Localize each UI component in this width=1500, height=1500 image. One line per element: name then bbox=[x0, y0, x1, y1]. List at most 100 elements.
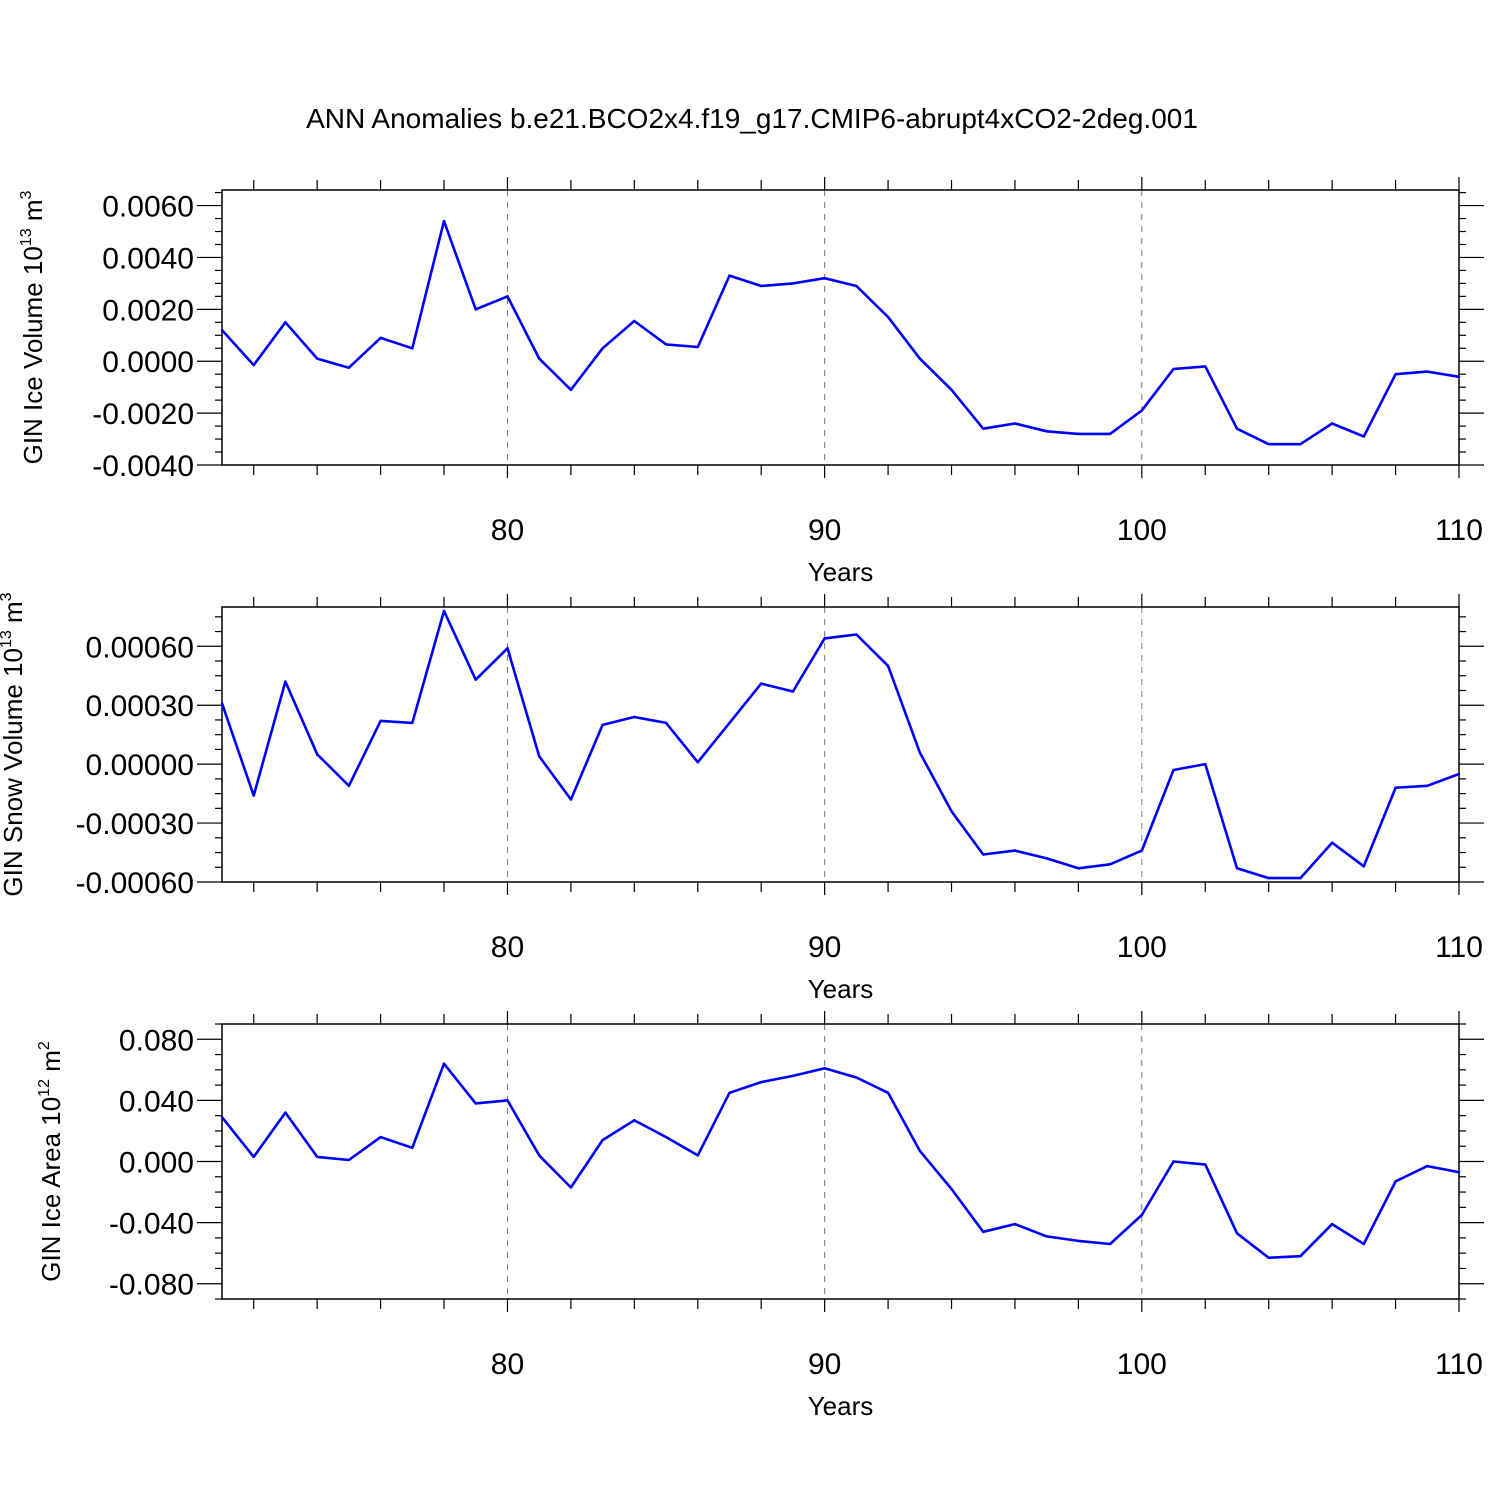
data-point bbox=[1394, 1180, 1397, 1183]
data-point bbox=[664, 721, 668, 725]
x-tick-label: 80 bbox=[491, 1348, 524, 1381]
data-point bbox=[284, 680, 287, 683]
data-point bbox=[696, 760, 699, 764]
data-point bbox=[220, 1115, 224, 1119]
data-point bbox=[855, 633, 858, 636]
y-tick-label: 0.0040 bbox=[102, 242, 194, 275]
data-point bbox=[760, 1080, 763, 1084]
x-tick-label: 110 bbox=[1435, 514, 1483, 547]
data-point bbox=[506, 1099, 509, 1102]
data-point bbox=[950, 1187, 953, 1191]
data-point bbox=[1267, 876, 1270, 880]
data-point bbox=[760, 284, 763, 288]
data-point bbox=[474, 678, 477, 681]
y-tick-label: 0.000 bbox=[119, 1147, 194, 1180]
data-point bbox=[1267, 1256, 1270, 1259]
data-point bbox=[537, 357, 541, 360]
data-point bbox=[379, 719, 382, 723]
x-tick-label: 110 bbox=[1435, 1348, 1483, 1381]
data-point bbox=[1426, 784, 1429, 787]
data-point bbox=[252, 1155, 255, 1159]
figure-title: ANN Anomalies b.e21.BCO2x4.f19_g17.CMIP6… bbox=[306, 103, 1198, 134]
data-point bbox=[1426, 1164, 1429, 1168]
y-tick-label: -0.00060 bbox=[76, 867, 194, 900]
data-point bbox=[1457, 772, 1461, 776]
data-point bbox=[791, 282, 795, 285]
data-point bbox=[886, 1091, 890, 1094]
panel-ice-area: 80 90 100 110 -0.080 -0.040 0.000 0.040 0.080 Yea… bbox=[36, 1011, 1484, 1421]
data-point bbox=[1235, 1232, 1239, 1235]
series-line bbox=[220, 1062, 1460, 1260]
data-point bbox=[569, 1186, 573, 1189]
x-tick-label: 80 bbox=[491, 931, 524, 964]
data-point bbox=[474, 1102, 477, 1105]
data-point bbox=[1362, 435, 1366, 438]
data-point bbox=[506, 647, 509, 650]
x-tick-label: 90 bbox=[808, 514, 841, 547]
data-point bbox=[1172, 768, 1175, 772]
data-point bbox=[982, 1230, 985, 1233]
y-tick-label: -0.0020 bbox=[92, 398, 194, 431]
data-point bbox=[1457, 375, 1461, 378]
data-point bbox=[1045, 1235, 1048, 1238]
y-tick-label: -0.040 bbox=[109, 1208, 194, 1241]
data-point bbox=[823, 277, 826, 280]
data-point bbox=[950, 810, 953, 813]
data-point bbox=[379, 336, 382, 340]
data-point bbox=[1140, 1213, 1144, 1217]
data-point bbox=[1140, 849, 1144, 852]
data-point bbox=[1013, 849, 1017, 852]
data-point bbox=[220, 702, 224, 705]
data-point bbox=[1108, 863, 1112, 866]
data-point bbox=[1362, 1242, 1366, 1246]
data-point bbox=[220, 328, 224, 332]
y-tick-label: 0.040 bbox=[119, 1085, 194, 1118]
data-point bbox=[855, 284, 858, 288]
y-tick-label: 0.0000 bbox=[102, 346, 194, 379]
data-point bbox=[1457, 1170, 1461, 1174]
data-point bbox=[633, 1119, 636, 1122]
y-tick-label: 0.0060 bbox=[102, 191, 194, 224]
data-point bbox=[760, 682, 763, 685]
data-point bbox=[601, 723, 604, 727]
data-point bbox=[791, 1074, 795, 1078]
data-point bbox=[1204, 762, 1207, 766]
y-axis-label: GIN Ice Volume 1013 m3 bbox=[18, 190, 48, 464]
data-point bbox=[1140, 409, 1144, 412]
data-point bbox=[918, 1149, 921, 1153]
panel-ice-volume: 80 90 100 110 -0.0040 -0.0020 0.0000 0.0020 0.00… bbox=[18, 177, 1484, 587]
data-point bbox=[696, 1154, 699, 1157]
data-point bbox=[728, 1091, 731, 1094]
data-point bbox=[347, 1158, 351, 1162]
y-tick-label: -0.0040 bbox=[92, 450, 194, 483]
data-point bbox=[284, 321, 287, 324]
data-point bbox=[918, 751, 921, 754]
y-tick-label: 0.0020 bbox=[102, 294, 194, 327]
data-point bbox=[315, 1155, 319, 1159]
data-point bbox=[1108, 1242, 1112, 1246]
data-point bbox=[1077, 867, 1080, 870]
x-tick-label: 100 bbox=[1117, 514, 1167, 547]
data-point bbox=[442, 219, 446, 223]
plot-frame bbox=[221, 606, 1460, 883]
panel-snow-volume: 80 90 100 110 -0.00060 -0.00030 0.00000 0.00030… bbox=[0, 592, 1484, 1004]
data-point bbox=[791, 690, 795, 693]
data-point bbox=[442, 609, 446, 613]
data-point bbox=[728, 721, 731, 725]
data-point bbox=[315, 753, 319, 756]
data-point bbox=[537, 1154, 541, 1157]
data-point bbox=[633, 319, 636, 323]
data-point bbox=[1299, 1255, 1302, 1258]
x-tick-label: 80 bbox=[491, 514, 524, 547]
data-point bbox=[1299, 876, 1302, 880]
data-point bbox=[379, 1135, 382, 1139]
data-point bbox=[1013, 422, 1017, 425]
x-tick-label: 110 bbox=[1435, 931, 1483, 964]
data-point bbox=[823, 637, 826, 640]
data-point bbox=[1045, 430, 1048, 433]
data-point bbox=[1045, 857, 1048, 860]
x-tick-label: 90 bbox=[808, 931, 841, 964]
data-point bbox=[1235, 427, 1239, 430]
data-point bbox=[1330, 1222, 1334, 1226]
